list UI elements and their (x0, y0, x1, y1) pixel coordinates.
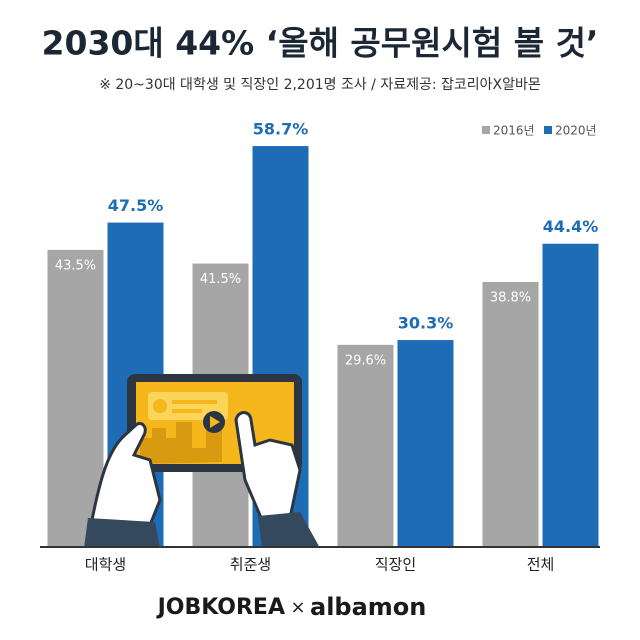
value-label: 47.5% (108, 196, 164, 215)
legend-label: 2020년 (555, 124, 597, 138)
screen-avatar (153, 399, 167, 413)
left-sleeve (84, 518, 160, 548)
screen-city (140, 422, 222, 464)
x-tick-label: 취준생 (230, 556, 271, 574)
bar (482, 281, 539, 547)
x-tick-label: 직장인 (375, 556, 416, 574)
value-label: 44.4% (543, 217, 599, 236)
value-label: 38.8% (490, 290, 531, 305)
screen-line (172, 409, 202, 413)
value-label: 30.3% (398, 314, 454, 333)
value-label: 29.6% (345, 353, 386, 368)
value-label: 58.7% (253, 120, 309, 139)
bar (397, 340, 454, 547)
bar (337, 344, 394, 547)
bar (47, 249, 104, 547)
value-label: 43.5% (55, 258, 96, 273)
x-tick-label: 대학생 (85, 556, 126, 574)
legend-swatch (544, 126, 552, 134)
left-hand (90, 421, 162, 527)
footer-logo: JOBKOREA (156, 595, 285, 620)
legend-label: 2016년 (493, 124, 535, 138)
right-sleeve (258, 512, 320, 548)
x-tick-label: 전체 (527, 556, 555, 574)
play-icon (210, 416, 220, 428)
bar (542, 243, 599, 548)
legend-swatch (482, 126, 490, 134)
tablet-illustration (84, 374, 320, 548)
footer-logo: albamon (310, 593, 426, 621)
screen-line (172, 400, 217, 404)
chart-subtitle: ※ 20~30대 대학생 및 직장인 2,201명 조사 / 자료제공: 잡코리… (99, 77, 541, 93)
chart-title: 2030대 44% ‘올해 공무원시험 볼 것’ (42, 24, 599, 63)
value-label: 41.5% (200, 272, 241, 287)
footer-separator: × (290, 597, 305, 618)
